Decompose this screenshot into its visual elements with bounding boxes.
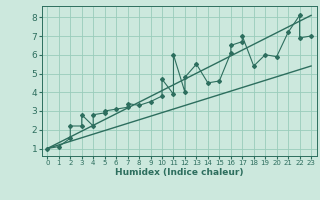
- X-axis label: Humidex (Indice chaleur): Humidex (Indice chaleur): [115, 168, 244, 177]
